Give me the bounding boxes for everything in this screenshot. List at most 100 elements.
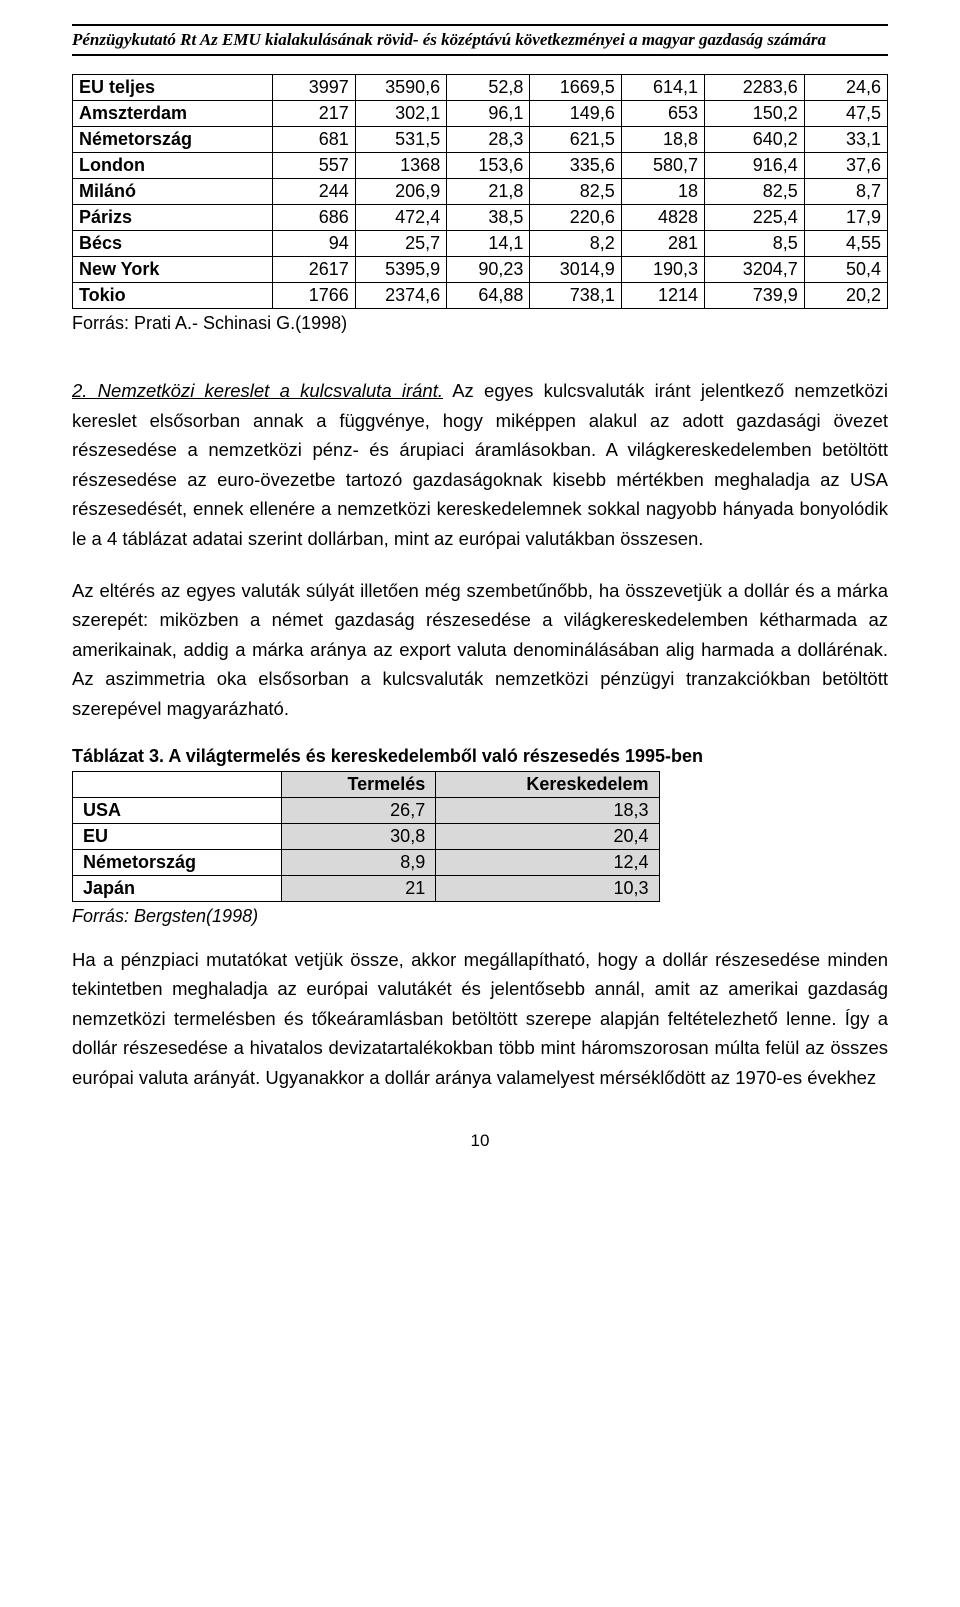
cell-value: 614,1 bbox=[621, 75, 704, 101]
cell-value: 18,8 bbox=[621, 127, 704, 153]
cell-value: 225,4 bbox=[704, 205, 804, 231]
cell-value: 4,55 bbox=[804, 231, 887, 257]
cell-value: 738,1 bbox=[530, 283, 621, 309]
cell-value: 24,6 bbox=[804, 75, 887, 101]
cell-value: 8,2 bbox=[530, 231, 621, 257]
cell-value: 37,6 bbox=[804, 153, 887, 179]
cell-value: 5395,9 bbox=[355, 257, 446, 283]
table-row: Bécs9425,714,18,22818,54,55 bbox=[73, 231, 888, 257]
cell-value: 96,1 bbox=[447, 101, 530, 127]
cell-value: 621,5 bbox=[530, 127, 621, 153]
cell-value: 8,9 bbox=[282, 849, 436, 875]
cell-value: 90,23 bbox=[447, 257, 530, 283]
table2-corner bbox=[73, 771, 282, 797]
cell-value: 1368 bbox=[355, 153, 446, 179]
table2-col-2: Kereskedelem bbox=[436, 771, 659, 797]
cell-value: 30,8 bbox=[282, 823, 436, 849]
table-row: Milánó244206,921,882,51882,58,7 bbox=[73, 179, 888, 205]
cell-value: 150,2 bbox=[704, 101, 804, 127]
cell-value: 20,4 bbox=[436, 823, 659, 849]
row-label: London bbox=[73, 153, 273, 179]
cell-value: 580,7 bbox=[621, 153, 704, 179]
table-row: London5571368153,6335,6580,7916,437,6 bbox=[73, 153, 888, 179]
cell-value: 2617 bbox=[272, 257, 355, 283]
cell-value: 681 bbox=[272, 127, 355, 153]
row-label: USA bbox=[73, 797, 282, 823]
cell-value: 52,8 bbox=[447, 75, 530, 101]
cell-value: 653 bbox=[621, 101, 704, 127]
cell-value: 3590,6 bbox=[355, 75, 446, 101]
table-row: Németország681531,528,3621,518,8640,233,… bbox=[73, 127, 888, 153]
row-label: Japán bbox=[73, 875, 282, 901]
cell-value: 281 bbox=[621, 231, 704, 257]
cell-value: 4828 bbox=[621, 205, 704, 231]
row-label: Németország bbox=[73, 849, 282, 875]
cell-value: 3014,9 bbox=[530, 257, 621, 283]
table-row: Japán2110,3 bbox=[73, 875, 660, 901]
cell-value: 916,4 bbox=[704, 153, 804, 179]
row-label: Bécs bbox=[73, 231, 273, 257]
table1-source: Forrás: Prati A.- Schinasi G.(1998) bbox=[72, 313, 888, 334]
cell-value: 94 bbox=[272, 231, 355, 257]
cell-value: 8,5 bbox=[704, 231, 804, 257]
cell-value: 3997 bbox=[272, 75, 355, 101]
table-stock-exchanges: EU teljes39973590,652,81669,5614,12283,6… bbox=[72, 74, 888, 309]
paragraph-2: Az eltérés az egyes valuták súlyát illet… bbox=[72, 576, 888, 724]
cell-value: 217 bbox=[272, 101, 355, 127]
cell-value: 153,6 bbox=[447, 153, 530, 179]
table-row: USA26,718,3 bbox=[73, 797, 660, 823]
paragraph-1-rest: Az egyes kulcsvaluták iránt jelentkező n… bbox=[72, 380, 888, 549]
cell-value: 47,5 bbox=[804, 101, 887, 127]
table-row: Németország8,912,4 bbox=[73, 849, 660, 875]
cell-value: 531,5 bbox=[355, 127, 446, 153]
cell-value: 14,1 bbox=[447, 231, 530, 257]
cell-value: 26,7 bbox=[282, 797, 436, 823]
cell-value: 640,2 bbox=[704, 127, 804, 153]
cell-value: 18,3 bbox=[436, 797, 659, 823]
row-label: New York bbox=[73, 257, 273, 283]
cell-value: 686 bbox=[272, 205, 355, 231]
cell-value: 21,8 bbox=[447, 179, 530, 205]
cell-value: 302,1 bbox=[355, 101, 446, 127]
cell-value: 220,6 bbox=[530, 205, 621, 231]
table-row: Tokio17662374,664,88738,11214739,920,2 bbox=[73, 283, 888, 309]
table-row: EU30,820,4 bbox=[73, 823, 660, 849]
cell-value: 1669,5 bbox=[530, 75, 621, 101]
row-label: EU teljes bbox=[73, 75, 273, 101]
cell-value: 1214 bbox=[621, 283, 704, 309]
table-row: EU teljes39973590,652,81669,5614,12283,6… bbox=[73, 75, 888, 101]
cell-value: 17,9 bbox=[804, 205, 887, 231]
paragraph-1-lead: 2. Nemzetközi kereslet a kulcsvaluta irá… bbox=[72, 380, 443, 401]
cell-value: 28,3 bbox=[447, 127, 530, 153]
table2-caption: Táblázat 3. A világtermelés és kereskede… bbox=[72, 746, 888, 767]
row-label: Tokio bbox=[73, 283, 273, 309]
cell-value: 18 bbox=[621, 179, 704, 205]
row-label: Párizs bbox=[73, 205, 273, 231]
cell-value: 33,1 bbox=[804, 127, 887, 153]
table-row: Párizs686472,438,5220,64828225,417,9 bbox=[73, 205, 888, 231]
cell-value: 149,6 bbox=[530, 101, 621, 127]
cell-value: 244 bbox=[272, 179, 355, 205]
row-label: Németország bbox=[73, 127, 273, 153]
cell-value: 25,7 bbox=[355, 231, 446, 257]
row-label: EU bbox=[73, 823, 282, 849]
cell-value: 2374,6 bbox=[355, 283, 446, 309]
cell-value: 38,5 bbox=[447, 205, 530, 231]
cell-value: 21 bbox=[282, 875, 436, 901]
cell-value: 3204,7 bbox=[704, 257, 804, 283]
table2-col-1: Termelés bbox=[282, 771, 436, 797]
cell-value: 82,5 bbox=[704, 179, 804, 205]
cell-value: 64,88 bbox=[447, 283, 530, 309]
table-row: Amszterdam217302,196,1149,6653150,247,5 bbox=[73, 101, 888, 127]
cell-value: 50,4 bbox=[804, 257, 887, 283]
cell-value: 10,3 bbox=[436, 875, 659, 901]
row-label: Amszterdam bbox=[73, 101, 273, 127]
cell-value: 472,4 bbox=[355, 205, 446, 231]
cell-value: 1766 bbox=[272, 283, 355, 309]
cell-value: 82,5 bbox=[530, 179, 621, 205]
cell-value: 190,3 bbox=[621, 257, 704, 283]
running-header: Pénzügykutató Rt Az EMU kialakulásának r… bbox=[72, 24, 888, 56]
table-world-share: Termelés Kereskedelem USA26,718,3EU30,82… bbox=[72, 771, 660, 902]
cell-value: 2283,6 bbox=[704, 75, 804, 101]
paragraph-1: 2. Nemzetközi kereslet a kulcsvaluta irá… bbox=[72, 376, 888, 554]
